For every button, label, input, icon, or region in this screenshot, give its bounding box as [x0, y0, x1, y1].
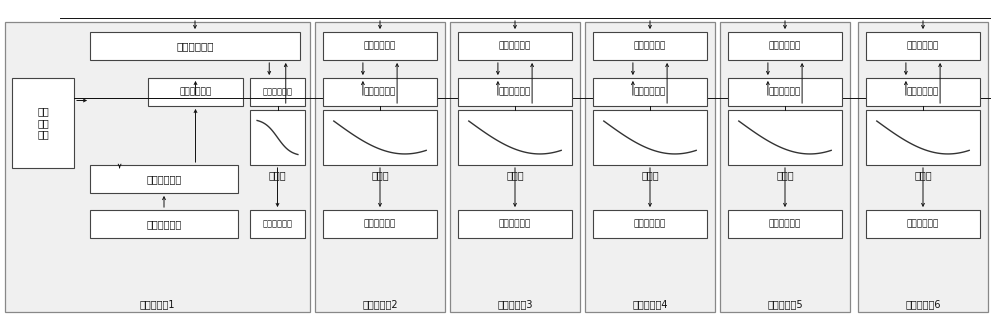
Bar — [593, 210, 707, 238]
Text: 凸轮表: 凸轮表 — [776, 170, 794, 180]
Text: 通讯控制模块: 通讯控制模块 — [499, 41, 531, 51]
Text: 通讯控制模块: 通讯控制模块 — [176, 41, 214, 51]
Bar — [250, 210, 305, 238]
Bar — [593, 110, 707, 165]
Text: 电机控制模块: 电机控制模块 — [499, 219, 531, 228]
Bar — [720, 22, 850, 312]
Bar — [585, 22, 715, 312]
Text: 电机驱动器5: 电机驱动器5 — [767, 299, 803, 309]
Bar — [866, 110, 980, 165]
Text: 虚拟主轴模块: 虚拟主轴模块 — [179, 87, 212, 97]
Bar — [728, 210, 842, 238]
Bar — [323, 210, 437, 238]
Text: 电机驱动器2: 电机驱动器2 — [362, 299, 398, 309]
Text: 用户程序模块: 用户程序模块 — [146, 219, 182, 229]
Text: 通讯控制模块: 通讯控制模块 — [769, 41, 801, 51]
Bar — [866, 210, 980, 238]
Bar — [90, 165, 238, 193]
Bar — [323, 110, 437, 165]
Bar — [866, 32, 980, 60]
Text: 电机驱动器6: 电机驱动器6 — [905, 299, 941, 309]
Text: 命令执行模块: 命令执行模块 — [146, 174, 182, 184]
Text: 电机驱动器4: 电机驱动器4 — [632, 299, 668, 309]
Text: 电子凸轮模块: 电子凸轮模块 — [769, 87, 801, 97]
Text: 电机驱动器1: 电机驱动器1 — [140, 299, 175, 309]
Text: 电机控制模块: 电机控制模块 — [634, 219, 666, 228]
Text: 凸轮表: 凸轮表 — [914, 170, 932, 180]
Text: 凸轮表: 凸轮表 — [506, 170, 524, 180]
Bar — [315, 22, 445, 312]
Text: 反解
计算
模块: 反解 计算 模块 — [37, 106, 49, 140]
Bar — [728, 32, 842, 60]
Bar — [323, 78, 437, 106]
Text: 通讯控制模块: 通讯控制模块 — [634, 41, 666, 51]
Bar — [728, 110, 842, 165]
Bar — [90, 210, 238, 238]
Bar — [866, 78, 980, 106]
Bar — [148, 78, 243, 106]
Bar — [90, 32, 300, 60]
Text: 电子凸轮模块: 电子凸轮模块 — [907, 87, 939, 97]
Bar — [458, 32, 572, 60]
Bar — [858, 22, 988, 312]
Text: 电机控制模块: 电机控制模块 — [364, 219, 396, 228]
Bar — [458, 78, 572, 106]
Text: 凸轮表: 凸轮表 — [641, 170, 659, 180]
Text: 电子凸轮模块: 电子凸轮模块 — [364, 87, 396, 97]
Text: 电子凸轮模块: 电子凸轮模块 — [634, 87, 666, 97]
Text: 电机控制模块: 电机控制模块 — [769, 219, 801, 228]
Text: 电子凸轮模块: 电子凸轮模块 — [262, 87, 292, 97]
Text: 凸轮表: 凸轮表 — [269, 170, 286, 180]
Bar — [458, 210, 572, 238]
Bar — [250, 110, 305, 165]
Bar — [250, 78, 305, 106]
Text: 电子凸轮模块: 电子凸轮模块 — [499, 87, 531, 97]
Text: 电机驱动器3: 电机驱动器3 — [497, 299, 533, 309]
Bar — [593, 32, 707, 60]
Text: 电机控制模块: 电机控制模块 — [907, 219, 939, 228]
Text: 凸轮表: 凸轮表 — [371, 170, 389, 180]
Bar — [5, 22, 310, 312]
Text: 通讯控制模块: 通讯控制模块 — [364, 41, 396, 51]
Bar — [593, 78, 707, 106]
Text: 电机控制模块: 电机控制模块 — [262, 219, 292, 228]
Text: 通讯控制模块: 通讯控制模块 — [907, 41, 939, 51]
Bar — [458, 110, 572, 165]
Bar — [12, 78, 74, 168]
Bar — [728, 78, 842, 106]
Bar — [450, 22, 580, 312]
Bar — [323, 32, 437, 60]
